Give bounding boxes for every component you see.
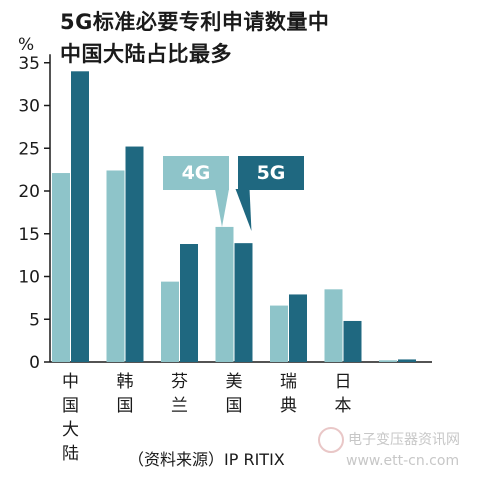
watermark-logo-icon (318, 427, 344, 453)
chart-title-line1: 5G标准必要专利申请数量中 (60, 10, 330, 34)
bar-5g (180, 244, 198, 362)
y-tick-label: 5 (29, 310, 40, 330)
legend-4g: 4G (163, 156, 229, 190)
bar-5g (234, 243, 253, 362)
watermark-line1: 电子变压器资讯网 (348, 432, 460, 448)
x-category-label: 日本 (334, 372, 352, 416)
y-unit-label: % (18, 35, 34, 55)
x-category-label: 芬兰 (171, 372, 188, 416)
y-tick-label: 35 (18, 54, 40, 74)
y-tick-label: 15 (18, 225, 40, 245)
x-category-label: 中国大陆 (62, 372, 79, 464)
x-category-label: 韩国 (116, 372, 134, 416)
chart-title-line2: 中国大陆占比最多 (60, 42, 232, 66)
bars (52, 71, 416, 363)
bar-5g (289, 294, 307, 362)
bar-5g (125, 146, 144, 362)
legend-4g-pointer (215, 189, 229, 227)
y-tick-label: 20 (18, 182, 40, 202)
x-category-label: 瑞典 (280, 372, 297, 416)
y-tick-label: 0 (29, 353, 40, 373)
bar-4g (379, 360, 397, 362)
bar-5g (398, 359, 416, 362)
x-category-label: 美国 (225, 372, 243, 416)
watermark-line2: www.ett-cn.com (346, 453, 460, 469)
bar-5g (71, 71, 89, 363)
bar-4g (52, 173, 70, 362)
bar-4g (215, 226, 234, 362)
y-tick-label: 30 (18, 97, 40, 117)
bar-4g (324, 289, 343, 362)
bar-4g (161, 281, 179, 362)
source-note: （资料来源）IP RITIX (128, 450, 285, 469)
watermark: 电子变压器资讯网 www.ett-cn.com (318, 427, 460, 470)
y-tick-label: 10 (18, 268, 40, 288)
legend-5g: 5G (238, 156, 304, 190)
bar-4g (106, 170, 125, 362)
bar-4g (270, 305, 288, 362)
bar-5g (343, 320, 362, 362)
y-tick-label: 25 (18, 139, 40, 159)
